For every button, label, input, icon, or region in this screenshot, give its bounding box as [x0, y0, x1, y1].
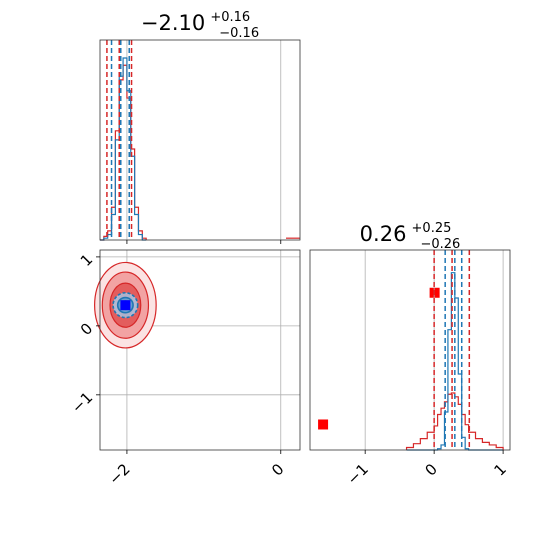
hist-top-title: −2.10 +0.16 −0.16: [141, 6, 259, 41]
title-minus: −0.16: [219, 26, 259, 41]
x-tick-label: 0: [268, 460, 287, 479]
hist-right-series: [405, 250, 504, 451]
hist-top-panel: −2.10 +0.16 −0.16: [99, 6, 301, 244]
x-tick-label: −1: [344, 460, 372, 488]
marker-blue: [120, 300, 131, 311]
y-tick-label: 1: [77, 251, 96, 270]
hist-top-series: [100, 40, 300, 241]
marker-red: [318, 419, 329, 430]
y-tick-label: −1: [68, 388, 96, 416]
hist-top-ticks: [126, 240, 282, 244]
title-minus: −0.26: [420, 237, 460, 252]
hist-top-blue-series: [100, 57, 147, 241]
title-plus: +0.16: [210, 10, 250, 25]
hist-right-red-series: [405, 392, 504, 450]
title-plus: +0.25: [412, 221, 452, 236]
hist-right-title: 0.26 +0.25 −0.26: [360, 217, 461, 252]
y-tick-label: 0: [77, 319, 96, 338]
hist-right-ticks: −1 0 1: [344, 450, 510, 488]
hist-top-grid: [126, 40, 282, 240]
x-tick-label: 1: [490, 460, 509, 479]
scatter-panel: −2 0 −1 0 1: [68, 249, 440, 488]
hist-right-frame: [309, 249, 511, 451]
x-tick-label: 0: [421, 460, 440, 479]
x-tick-label: −2: [105, 460, 133, 488]
scatter-frame: [99, 249, 301, 451]
scatter-markers: [120, 287, 440, 430]
title-median: 0.26: [360, 222, 407, 246]
title-median: −2.10: [141, 11, 205, 35]
hist-top-frame: [99, 39, 301, 241]
hist-right-panel: −1 0 1 0.26 +0.25 −0.26: [309, 217, 511, 488]
